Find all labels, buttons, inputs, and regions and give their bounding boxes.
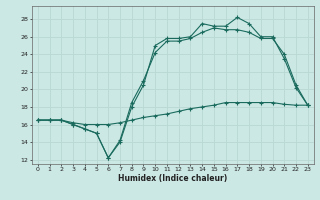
X-axis label: Humidex (Indice chaleur): Humidex (Indice chaleur) (118, 174, 228, 183)
